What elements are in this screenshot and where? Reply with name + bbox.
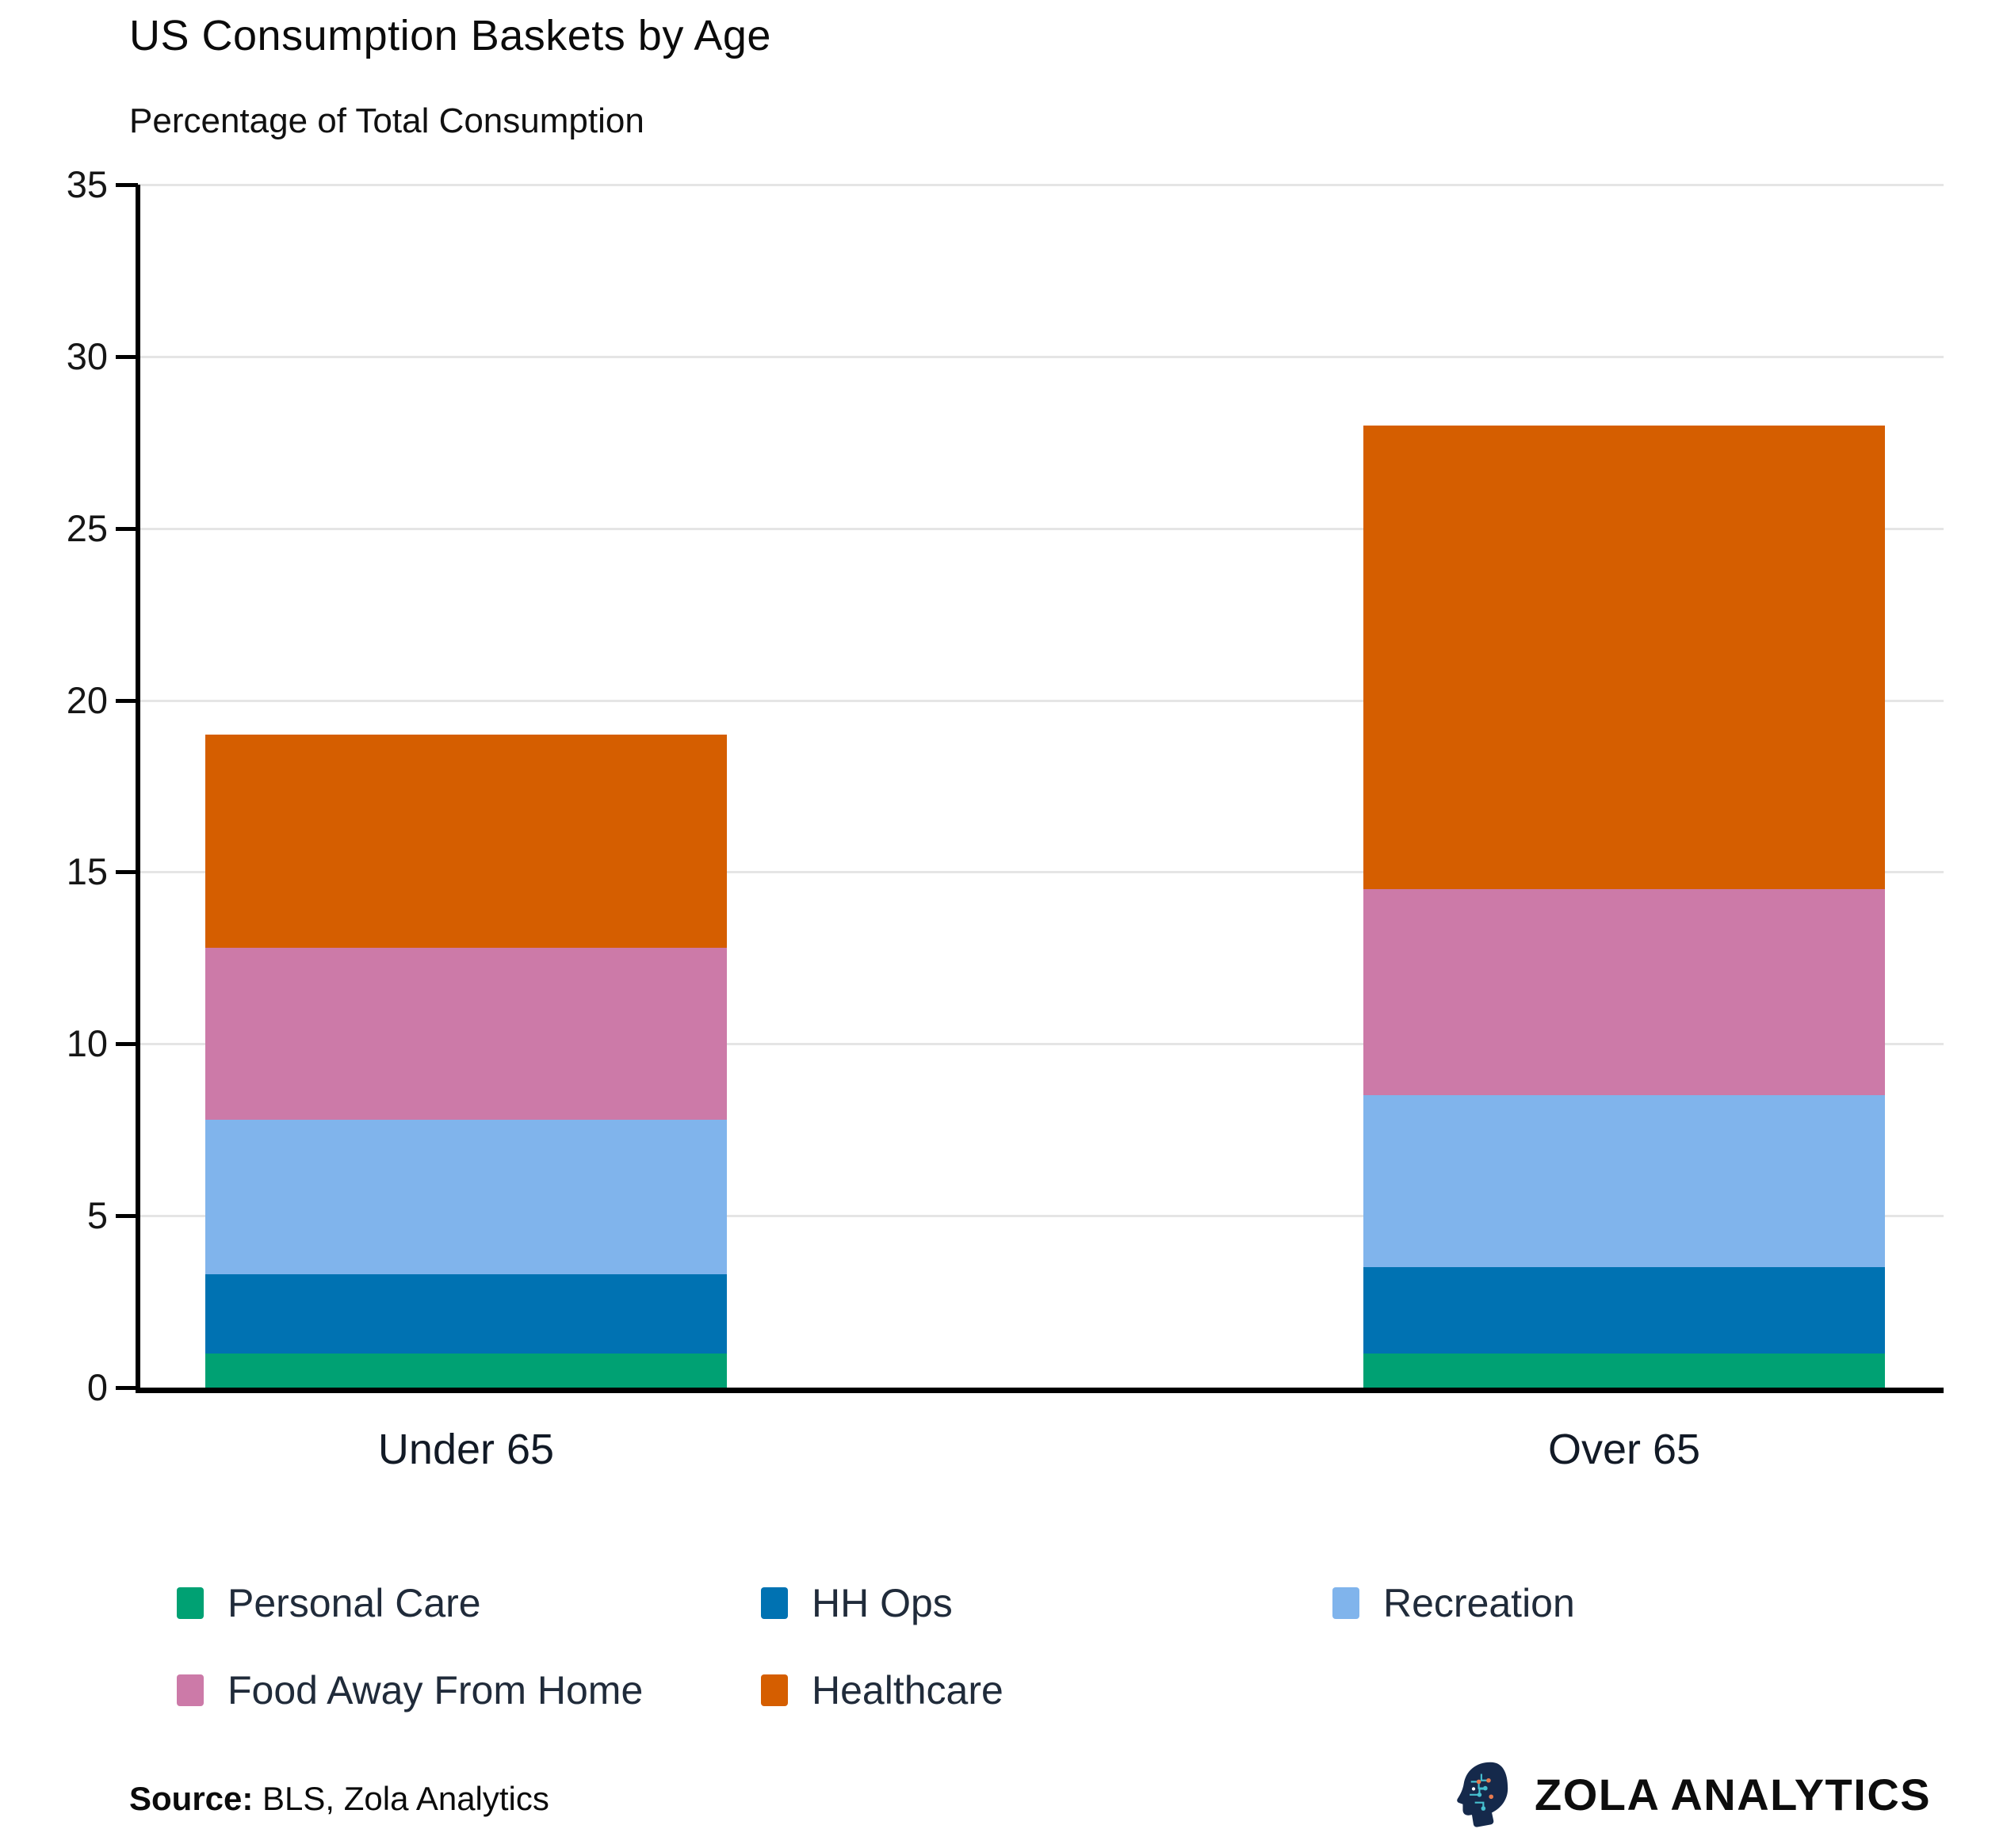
brand-lockup: ZOLA ANALYTICS <box>1455 1761 1931 1827</box>
brand-name: ZOLA ANALYTICS <box>1535 1769 1932 1819</box>
legend-swatch-hh-ops <box>761 1587 788 1619</box>
x-axis-label-under-65: Under 65 <box>377 1426 555 1473</box>
chart-title: US Consumption Baskets by Age <box>129 12 771 59</box>
source-text: BLS, Zola Analytics <box>253 1780 549 1817</box>
y-tick-label-5: 5 <box>86 1194 108 1237</box>
legend-item-personal-care[interactable]: Personal Care <box>177 1581 481 1625</box>
gridline-5 <box>140 1215 1944 1218</box>
source-note: Source: BLS, Zola Analytics <box>129 1780 549 1818</box>
zola-logo-icon <box>1457 1762 1508 1827</box>
x-axis-line <box>138 1388 1944 1393</box>
gridline-35 <box>140 184 1944 186</box>
y-tick-5 <box>116 1214 138 1219</box>
y-axis-spine <box>136 185 140 1393</box>
legend-item-recreation[interactable]: Recreation <box>1332 1581 1575 1625</box>
bar-segment-recreation-over-65[interactable] <box>1363 1095 1885 1268</box>
x-axis-label-over-65: Over 65 <box>1547 1426 1701 1473</box>
bar-segment-personal-care-over-65[interactable] <box>1363 1353 1885 1388</box>
gridline-30 <box>140 355 1944 358</box>
bar-segment-personal-care-under-65[interactable] <box>205 1353 727 1388</box>
legend-swatch-healthcare <box>761 1674 788 1706</box>
y-tick-30 <box>116 354 138 359</box>
legend-swatch-food-away-from-home <box>177 1674 204 1706</box>
source-label: Source: <box>129 1780 254 1817</box>
y-tick-label-0: 0 <box>86 1366 108 1408</box>
bar-segment-hh-ops-over-65[interactable] <box>1363 1267 1885 1354</box>
y-tick-20 <box>116 698 138 703</box>
bar-segment-food-away-from-home-under-65[interactable] <box>205 947 727 1120</box>
legend-swatch-personal-care <box>177 1587 204 1619</box>
bar-segment-hh-ops-under-65[interactable] <box>205 1273 727 1354</box>
y-tick-label-10: 10 <box>66 1022 108 1065</box>
y-tick-10 <box>116 1042 138 1047</box>
chart-subtitle: Percentage of Total Consumption <box>129 101 644 140</box>
bar-segment-healthcare-under-65[interactable] <box>205 734 727 948</box>
y-tick-label-35: 35 <box>66 163 108 205</box>
legend-label: Healthcare <box>812 1668 1004 1712</box>
y-tick-label-30: 30 <box>66 334 108 377</box>
y-tick-label-25: 25 <box>66 506 108 549</box>
bar-segment-recreation-under-65[interactable] <box>205 1119 727 1274</box>
y-tick-label-20: 20 <box>66 678 108 721</box>
y-tick-0 <box>116 1386 138 1390</box>
y-tick-label-15: 15 <box>66 850 108 893</box>
legend-item-healthcare[interactable]: Healthcare <box>761 1668 1004 1712</box>
y-tick-25 <box>116 526 138 531</box>
y-tick-15 <box>116 870 138 875</box>
bar-segment-food-away-from-home-over-65[interactable] <box>1363 889 1885 1096</box>
gridline-10 <box>140 1043 1944 1046</box>
legend-label: Food Away From Home <box>227 1668 644 1712</box>
y-tick-35 <box>116 183 138 187</box>
gridline-15 <box>140 871 1944 874</box>
legend-swatch-recreation <box>1332 1587 1359 1619</box>
legend-item-hh-ops[interactable]: HH Ops <box>761 1581 953 1625</box>
gridline-25 <box>140 527 1944 530</box>
legend-label: Recreation <box>1383 1581 1575 1625</box>
legend-item-food-away-from-home[interactable]: Food Away From Home <box>177 1668 643 1712</box>
legend-label: Personal Care <box>227 1581 481 1625</box>
legend-label: HH Ops <box>812 1581 953 1625</box>
gridline-20 <box>140 699 1944 702</box>
bar-segment-healthcare-over-65[interactable] <box>1363 425 1885 890</box>
